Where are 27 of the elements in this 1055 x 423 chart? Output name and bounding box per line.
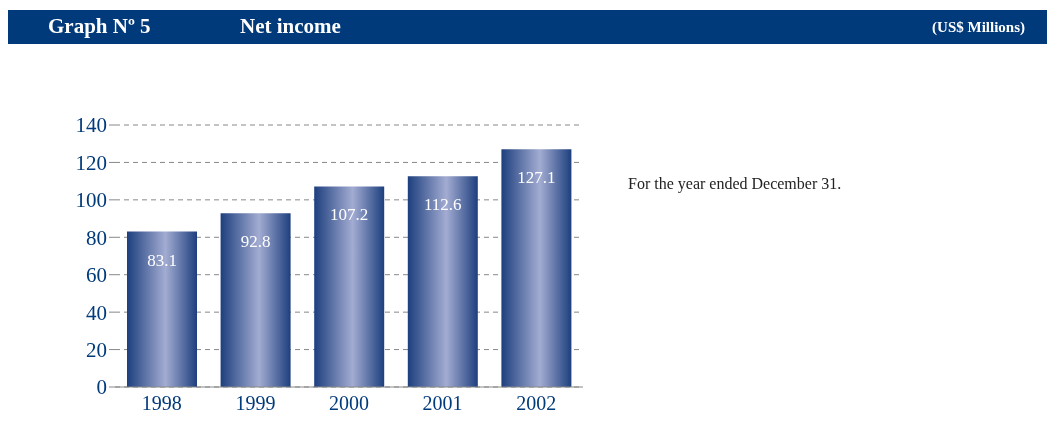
chart-subtitle: Graph Nº 5 (48, 14, 151, 39)
y-tick-label: 140 (75, 113, 107, 138)
text: For the year ended December 31. (628, 175, 842, 193)
bar (127, 231, 197, 387)
y-tick-label: 100 (75, 188, 107, 213)
text: (US$ Millions) (932, 19, 1025, 36)
data-label: 112.6 (423, 195, 462, 215)
data-label: 127.1 (517, 168, 556, 188)
y-tick-label: 60 (86, 263, 107, 288)
data-label: 83.1 (147, 250, 177, 270)
chart-title: Net income (240, 14, 341, 39)
y-tick-label: 40 (86, 300, 107, 325)
x-tick-label: 1998 (141, 392, 182, 415)
y-tick-label: 0 (96, 375, 107, 400)
x-tick-label: 2000 (329, 392, 369, 415)
x-tick-label: 2001 (422, 392, 463, 415)
x-tick-label: 2002 (516, 392, 557, 415)
x-tick-label: 1999 (235, 392, 276, 415)
y-tick-label: 80 (86, 225, 107, 250)
y-tick-label: 20 (86, 338, 107, 363)
bar (220, 213, 291, 387)
y-tick-label: 120 (75, 150, 107, 175)
data-label: 92.8 (240, 232, 271, 252)
bar (407, 176, 478, 387)
bar (314, 186, 385, 387)
data-label: 107.2 (330, 205, 369, 225)
bar (501, 149, 572, 387)
